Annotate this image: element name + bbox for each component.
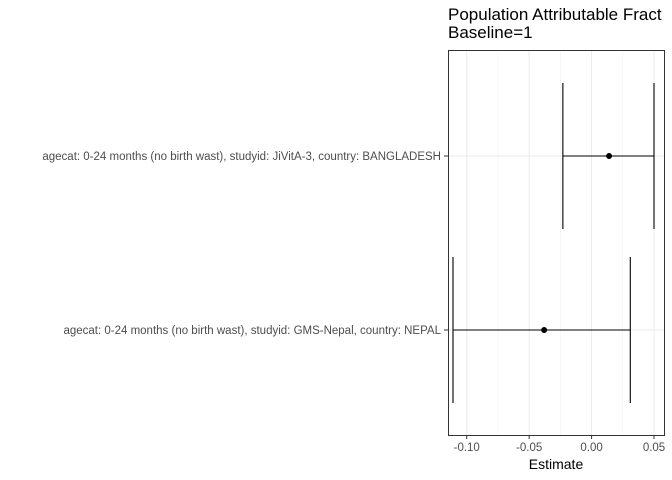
- y-tick-label: agecat: 0-24 months (no birth wast), stu…: [63, 325, 441, 337]
- point-estimate: [541, 327, 548, 333]
- x-tick-label: -0.05: [516, 442, 542, 454]
- marks: [452, 83, 655, 403]
- y-tick-label: agecat: 0-24 months (no birth wast), stu…: [42, 151, 441, 163]
- point-estimate: [606, 153, 613, 159]
- x-tick-label: -0.10: [454, 442, 480, 454]
- chart-subtitle: Baseline=1: [448, 23, 533, 42]
- x-tick-label: 0.00: [580, 442, 602, 454]
- grid: [448, 50, 664, 435]
- axes: agecat: 0-24 months (no birth wast), stu…: [42, 151, 665, 454]
- panel-border: [448, 50, 665, 436]
- chart-title: Population Attributable Fract: [448, 5, 662, 24]
- x-tick-label: 0.05: [643, 442, 665, 454]
- x-axis-label: Estimate: [529, 456, 584, 472]
